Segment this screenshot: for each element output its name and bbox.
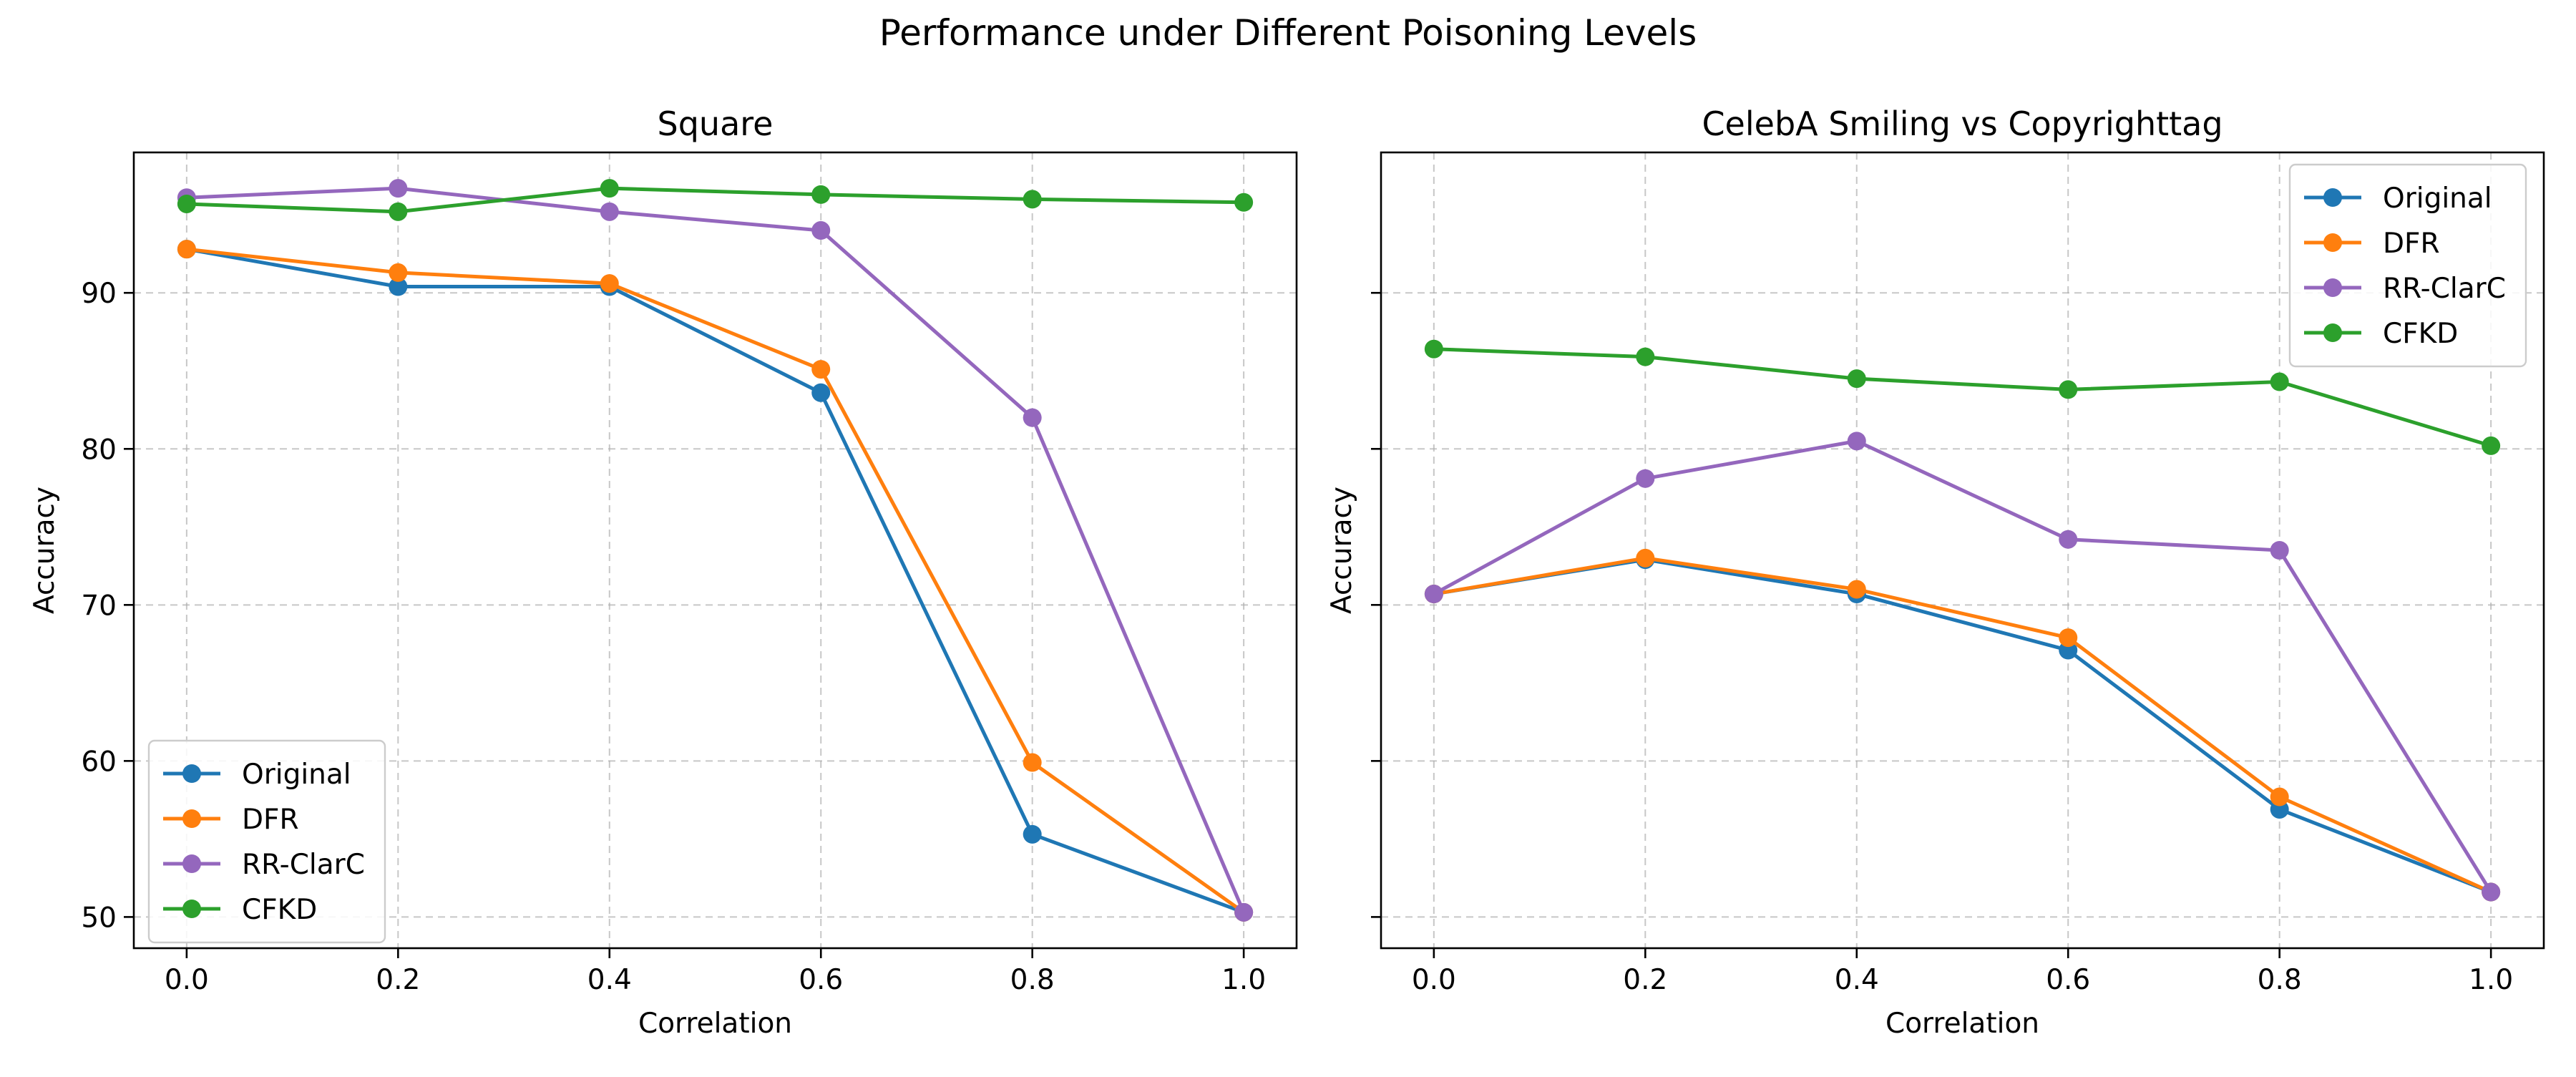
data-point-rr-clarc-4 bbox=[2270, 541, 2289, 560]
legend-marker-rr-clarc bbox=[182, 854, 201, 873]
data-point-cfkd-1 bbox=[1636, 347, 1655, 366]
data-point-cfkd-1 bbox=[389, 202, 408, 221]
series-line-original bbox=[186, 247, 1245, 915]
data-point-cfkd-4 bbox=[2270, 372, 2289, 391]
series-line-cfkd bbox=[1433, 347, 2492, 448]
data-point-cfkd-3 bbox=[2059, 380, 2078, 399]
data-point-rr-clarc-1 bbox=[1636, 469, 1655, 488]
x-tick-label-0: 0.0 bbox=[165, 964, 209, 996]
data-point-dfr-2 bbox=[1847, 580, 1866, 599]
legend-box bbox=[147, 739, 386, 944]
legend-marker-dfr bbox=[182, 809, 201, 828]
panel-2: 0.0 0.2 0.4 0.6 0.8 1.0 CelebA Smiling vs Copy… bbox=[1326, 104, 2545, 1040]
legend-label-original: Original bbox=[242, 759, 351, 791]
data-point-dfr-4 bbox=[2270, 787, 2289, 806]
y-tick-label-3: 80 bbox=[81, 434, 117, 466]
data-point-dfr-3 bbox=[811, 360, 831, 379]
data-point-cfkd-2 bbox=[600, 179, 619, 198]
series-line-rr-clarc bbox=[1433, 439, 2493, 893]
data-point-cfkd-0 bbox=[177, 194, 196, 213]
legend-label-rr-clarc: RR-ClarC bbox=[242, 849, 365, 881]
x-tick-label-1: 0.2 bbox=[376, 964, 420, 996]
data-point-dfr-2 bbox=[600, 274, 619, 293]
data-point-dfr-1 bbox=[389, 263, 408, 282]
data-point-rr-clarc-5 bbox=[1234, 902, 1254, 922]
legend-marker-original bbox=[2323, 188, 2342, 207]
legend-label-original: Original bbox=[2383, 182, 2492, 215]
data-point-dfr-3 bbox=[2059, 628, 2078, 648]
data-point-cfkd-0 bbox=[1424, 339, 1443, 359]
x-tick-label-5: 1.0 bbox=[1221, 964, 1266, 996]
x-tick-label-2: 0.4 bbox=[587, 964, 632, 996]
x-tick-label-4: 0.8 bbox=[2258, 964, 2302, 996]
data-point-rr-clarc-4 bbox=[1023, 408, 1042, 427]
y-tick-label-4: 90 bbox=[81, 278, 117, 310]
data-point-cfkd-4 bbox=[1023, 190, 1042, 209]
legend-label-cfkd: CFKD bbox=[2383, 318, 2458, 350]
data-point-original-1 bbox=[389, 277, 408, 296]
series-line-dfr bbox=[1433, 556, 2492, 894]
legend: Original DFR RR-ClarC CFKD bbox=[147, 739, 386, 944]
plot-frame bbox=[132, 151, 1298, 950]
data-point-rr-clarc-3 bbox=[811, 221, 831, 240]
legend-label-rr-clarc: RR-ClarC bbox=[2383, 273, 2506, 305]
data-point-cfkd-5 bbox=[1234, 193, 1254, 212]
data-point-cfkd-3 bbox=[811, 185, 831, 204]
data-point-rr-clarc-2 bbox=[1847, 432, 1866, 451]
data-point-original-3 bbox=[811, 383, 831, 402]
legend-marker-cfkd bbox=[2323, 323, 2342, 342]
y-tick-label-0: 50 bbox=[81, 902, 117, 934]
x-tick-label-1: 0.2 bbox=[1623, 964, 1667, 996]
series-line-cfkd bbox=[186, 186, 1244, 214]
x-tick-label-4: 0.8 bbox=[1010, 964, 1055, 996]
data-point-original-4 bbox=[1023, 824, 1042, 844]
panel-1: 0.0 0.2 0.4 0.6 0.8 1.0 50 60 70 80 90 Square Correl… bbox=[29, 104, 1298, 1040]
x-tick-label-3: 0.6 bbox=[2046, 964, 2090, 996]
data-point-rr-clarc-2 bbox=[600, 202, 619, 221]
data-point-rr-clarc-5 bbox=[2482, 882, 2501, 902]
legend-marker-dfr bbox=[2323, 233, 2342, 252]
y-tick-label-1: 60 bbox=[81, 746, 117, 778]
figure-title: Performance under Different Poisoning Le… bbox=[879, 12, 1697, 54]
data-point-rr-clarc-3 bbox=[2059, 530, 2078, 549]
legend-box bbox=[2288, 163, 2527, 368]
series-line-dfr bbox=[186, 247, 1245, 914]
x-tick-label-2: 0.4 bbox=[1835, 964, 1879, 996]
data-point-dfr-0 bbox=[177, 240, 196, 259]
data-point-cfkd-5 bbox=[2482, 436, 2501, 455]
legend-label-dfr: DFR bbox=[2383, 228, 2440, 260]
data-point-rr-clarc-1 bbox=[389, 179, 408, 198]
data-point-dfr-4 bbox=[1023, 753, 1042, 772]
x-tick-label-3: 0.6 bbox=[799, 964, 843, 996]
data-point-rr-clarc-0 bbox=[1424, 585, 1443, 604]
x-axis-label: Correlation bbox=[638, 1008, 792, 1040]
series-line-original bbox=[1433, 557, 2492, 894]
legend-label-cfkd: CFKD bbox=[242, 894, 317, 926]
legend-marker-cfkd bbox=[182, 900, 201, 918]
panel-title: Square bbox=[658, 104, 774, 143]
x-tick-label-0: 0.0 bbox=[1412, 964, 1456, 996]
data-point-dfr-1 bbox=[1636, 548, 1655, 567]
legend: Original DFR RR-ClarC CFKD bbox=[2288, 163, 2527, 368]
y-axis-label: Accuracy bbox=[1326, 487, 1358, 614]
y-axis-label: Accuracy bbox=[29, 487, 61, 614]
plot-frame bbox=[1380, 151, 2545, 950]
legend-label-dfr: DFR bbox=[242, 804, 299, 836]
data-point-cfkd-2 bbox=[1847, 369, 1866, 389]
series-line-rr-clarc bbox=[186, 186, 1246, 913]
x-axis-label: Correlation bbox=[1885, 1008, 2039, 1040]
panel-title: CelebA Smiling vs Copyrighttag bbox=[1702, 104, 2223, 143]
legend-marker-rr-clarc bbox=[2323, 278, 2342, 297]
y-tick-label-2: 70 bbox=[81, 590, 117, 622]
x-tick-label-5: 1.0 bbox=[2469, 964, 2513, 996]
legend-marker-original bbox=[182, 764, 201, 783]
